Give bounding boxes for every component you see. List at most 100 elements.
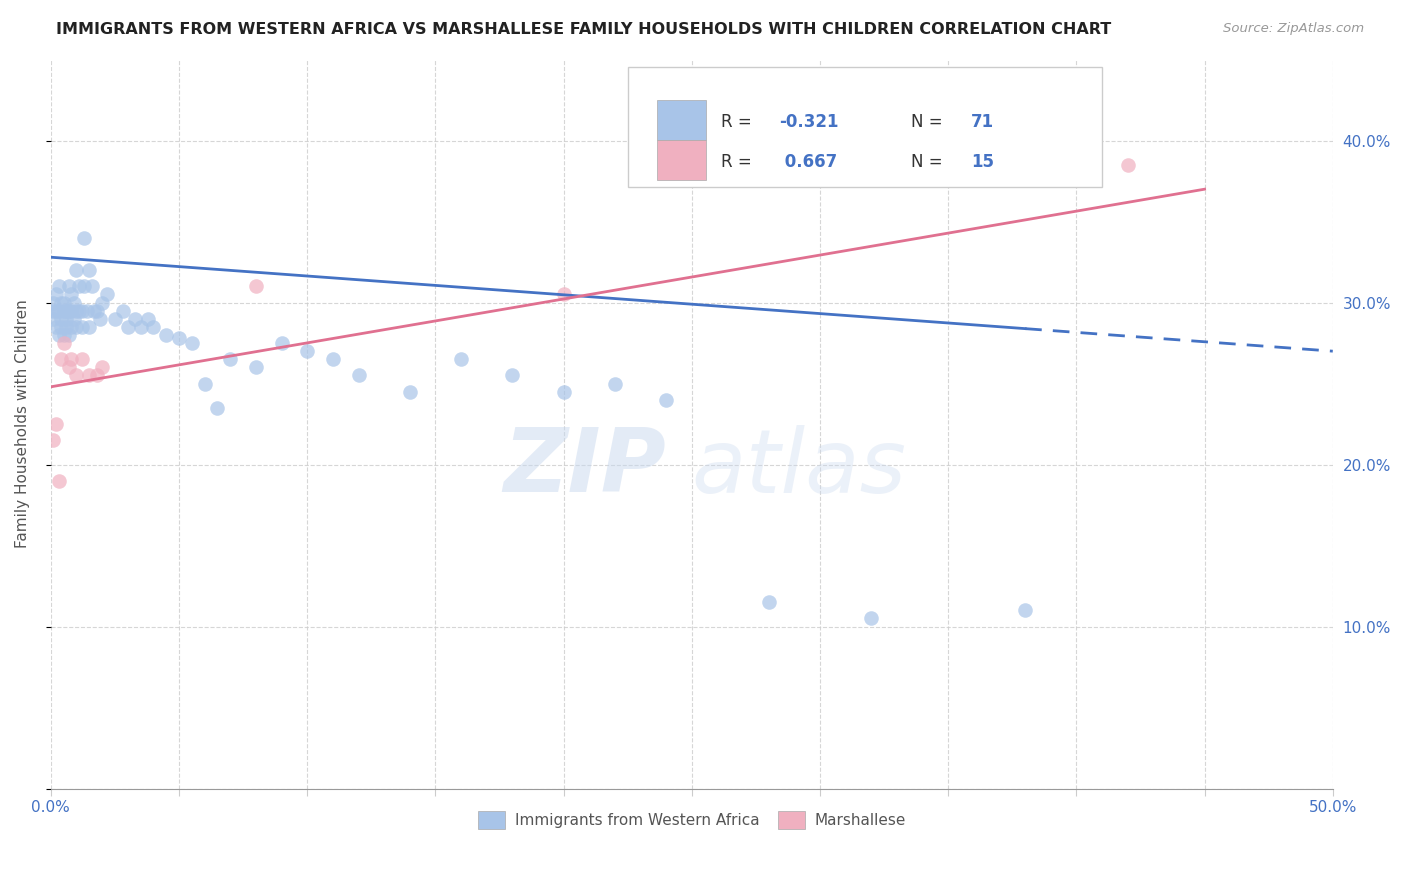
Point [89, 311, 111, 326]
Point [603, 376, 626, 391]
Point [79, 368, 101, 383]
Legend: Immigrants from Western Africa, Marshallese: Immigrants from Western Africa, Marshall… [472, 805, 911, 836]
Point [245, 360, 267, 375]
Point [52, 303, 75, 318]
Point [142, 319, 165, 334]
Point [1014, 603, 1036, 617]
Point [194, 376, 217, 391]
Point [55, 311, 77, 326]
Point [49, 311, 72, 326]
Point [49, 352, 72, 367]
Point [80, 279, 103, 293]
Point [60, 287, 83, 301]
Point [70, 319, 93, 334]
Text: 0.667: 0.667 [779, 153, 837, 170]
Point [117, 319, 139, 334]
Point [76, 303, 98, 318]
Point [52, 295, 75, 310]
Point [167, 331, 190, 345]
Point [73, 279, 96, 293]
Point [553, 384, 575, 399]
Point [65, 263, 87, 277]
Point [42, 303, 65, 318]
Point [63, 295, 86, 310]
Point [398, 384, 420, 399]
Point [501, 368, 523, 383]
Text: 71: 71 [972, 112, 994, 130]
Point [104, 311, 127, 326]
Point [60, 352, 83, 367]
Point [70, 352, 93, 367]
Point [111, 303, 134, 318]
Point [86, 368, 108, 383]
Text: 15: 15 [972, 153, 994, 170]
Point [270, 336, 292, 351]
Point [180, 336, 202, 351]
Text: R =: R = [721, 153, 758, 170]
Point [219, 352, 242, 367]
Point [129, 319, 152, 334]
Point [58, 360, 80, 375]
Point [245, 279, 267, 293]
Text: N =: N = [911, 153, 948, 170]
FancyBboxPatch shape [627, 67, 1102, 187]
Point [67, 303, 90, 318]
Point [52, 336, 75, 351]
Text: N =: N = [911, 112, 948, 130]
Point [49, 319, 72, 334]
Point [58, 279, 80, 293]
FancyBboxPatch shape [657, 140, 706, 180]
Point [60, 319, 83, 334]
Point [45, 417, 67, 431]
Text: -0.321: -0.321 [779, 112, 838, 130]
Point [49, 295, 72, 310]
Point [655, 392, 678, 407]
Point [73, 231, 96, 245]
Point [79, 263, 101, 277]
Y-axis label: Family Households with Children: Family Households with Children [15, 300, 30, 549]
Point [67, 279, 90, 293]
Point [42, 434, 65, 448]
Point [42, 311, 65, 326]
Point [450, 352, 472, 367]
Point [42, 295, 65, 310]
Point [45, 319, 67, 334]
Point [48, 328, 70, 343]
Point [52, 328, 75, 343]
Text: atlas: atlas [692, 425, 907, 511]
Point [136, 311, 159, 326]
Point [60, 303, 83, 318]
Point [155, 328, 177, 343]
Point [45, 303, 67, 318]
Point [297, 344, 319, 359]
Point [55, 319, 77, 334]
Point [91, 360, 114, 375]
Point [45, 287, 67, 301]
Point [48, 279, 70, 293]
Point [58, 303, 80, 318]
Point [65, 368, 87, 383]
Text: IMMIGRANTS FROM WESTERN AFRICA VS MARSHALLESE FAMILY HOUSEHOLDS WITH CHILDREN CO: IMMIGRANTS FROM WESTERN AFRICA VS MARSHA… [56, 22, 1112, 37]
Point [91, 295, 114, 310]
Text: Source: ZipAtlas.com: Source: ZipAtlas.com [1223, 22, 1364, 36]
Point [48, 303, 70, 318]
Text: ZIP: ZIP [503, 425, 666, 511]
Point [55, 303, 77, 318]
Point [58, 328, 80, 343]
Point [63, 311, 86, 326]
Point [553, 287, 575, 301]
Point [860, 611, 883, 625]
Point [65, 303, 87, 318]
Text: R =: R = [721, 112, 758, 130]
Point [79, 319, 101, 334]
Point [1116, 158, 1139, 172]
Point [207, 401, 229, 415]
Point [758, 595, 780, 609]
Point [124, 311, 146, 326]
FancyBboxPatch shape [657, 100, 706, 140]
Point [70, 303, 93, 318]
Point [65, 319, 87, 334]
Point [86, 303, 108, 318]
Point [322, 352, 344, 367]
Point [83, 303, 105, 318]
